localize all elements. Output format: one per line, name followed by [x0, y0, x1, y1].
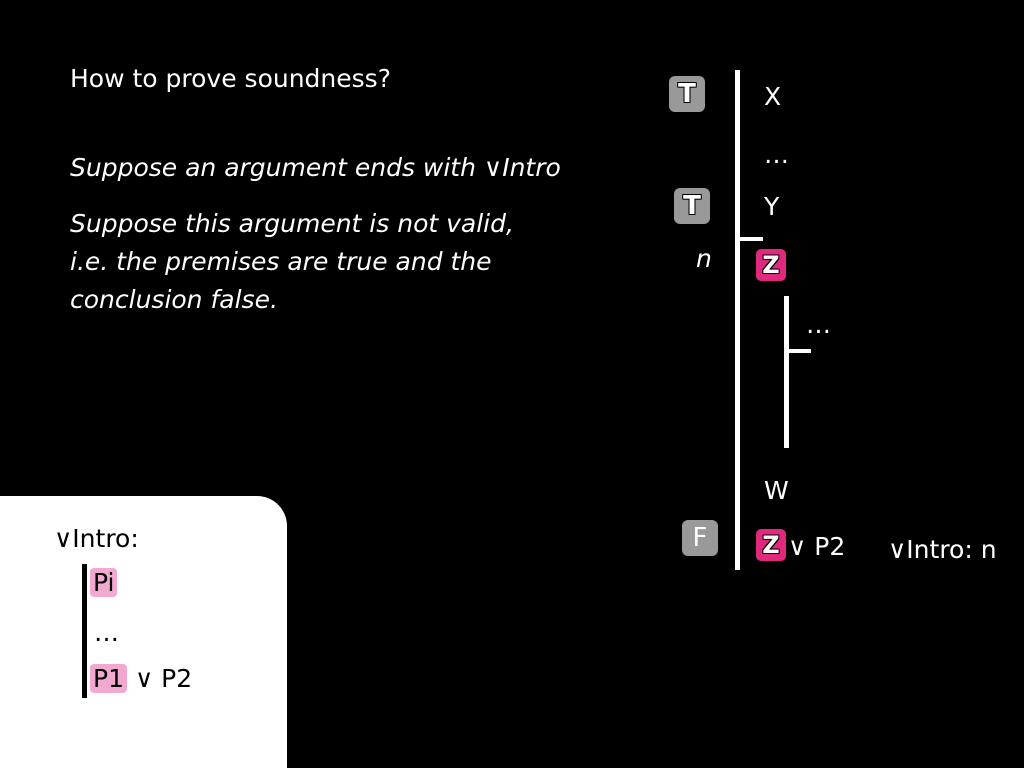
rule-conclusion-or-p2: ∨ P2	[134, 664, 193, 693]
conclusion-justification: ∨Intro: n	[888, 535, 997, 564]
subproof-dots: …	[806, 310, 831, 339]
line-number-n: n	[696, 244, 712, 273]
conclusion-or-p2: ∨ P2	[788, 532, 846, 561]
truth-tag-conclusion: F	[682, 520, 718, 556]
subproof-divider	[786, 349, 811, 353]
rule-conclusion: P1 ∨ P2	[90, 664, 192, 693]
proof-line-w: W	[764, 476, 789, 505]
main-proof-line	[735, 70, 740, 570]
proof-line-x: X	[764, 82, 782, 111]
subproof-line	[784, 296, 789, 448]
rule-title: ∨Intro:	[54, 524, 139, 553]
truth-tag-y: T	[674, 188, 710, 224]
slide-line-4: conclusion false.	[70, 285, 278, 314]
proof-dots-top: …	[764, 140, 789, 169]
proof-line-y: Y	[764, 192, 780, 221]
slide-line-3: i.e. the premises are true and the	[70, 247, 492, 276]
slide-line-1: Suppose an argument ends with ∨Intro	[70, 153, 561, 182]
premise-divider	[738, 237, 763, 241]
slide-line-2: Suppose this argument is not valid,	[70, 209, 514, 238]
rule-premise: Pi	[90, 568, 118, 597]
truth-tag-x: T	[669, 76, 705, 112]
rule-conclusion-p1: P1	[90, 664, 127, 693]
conclusion-z: Z	[756, 529, 786, 561]
proof-line-z: Z	[756, 249, 786, 281]
rule-proof-line	[82, 564, 87, 698]
rule-dots: …	[94, 618, 119, 647]
rule-panel: ∨Intro: Pi … P1 ∨ P2	[0, 496, 287, 768]
slide-heading: How to prove soundness?	[70, 64, 391, 93]
rule-premise-pi: Pi	[90, 568, 118, 597]
